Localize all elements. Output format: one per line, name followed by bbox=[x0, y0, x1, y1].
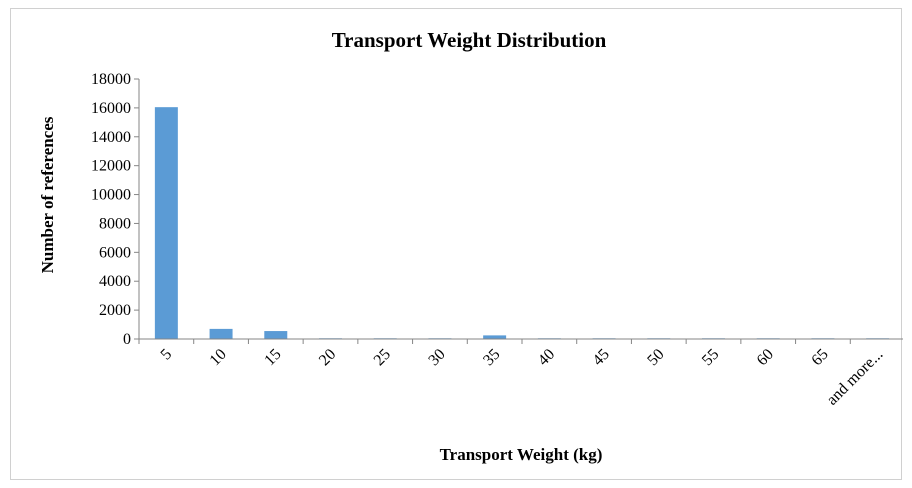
x-tick-label: 5 bbox=[158, 346, 176, 364]
x-tick-label: 45 bbox=[590, 346, 613, 369]
axes bbox=[138, 79, 905, 340]
chart-frame: Transport Weight Distribution Number of … bbox=[10, 8, 906, 480]
bar-chart: Transport Weight Distribution Number of … bbox=[38, 28, 906, 464]
y-axis-ticks: 0 2000 4000 6000 8000 10000 12000 14000 16000 180… bbox=[91, 71, 139, 348]
y-axis-title: Number of references bbox=[38, 116, 57, 273]
bar bbox=[264, 331, 288, 339]
x-tick-label: 10 bbox=[207, 346, 230, 369]
x-tick-label: and more... bbox=[824, 346, 887, 409]
y-tick-label: 8000 bbox=[99, 215, 131, 232]
x-tick-label: 15 bbox=[261, 346, 284, 369]
x-tick-label: 30 bbox=[425, 346, 448, 369]
x-tick-label: 65 bbox=[808, 346, 831, 369]
bar bbox=[209, 328, 233, 339]
y-tick-label: 16000 bbox=[91, 100, 131, 117]
y-tick-label: 12000 bbox=[91, 158, 131, 175]
x-axis-title: Transport Weight (kg) bbox=[440, 445, 603, 464]
y-tick-label: 14000 bbox=[91, 129, 131, 146]
bar bbox=[154, 107, 178, 340]
x-tick-label: 40 bbox=[535, 346, 558, 369]
x-tick-label: 55 bbox=[699, 346, 722, 369]
y-tick-label: 2000 bbox=[99, 302, 131, 319]
x-tick-label: 25 bbox=[371, 346, 394, 369]
y-tick-label: 18000 bbox=[91, 71, 131, 88]
y-tick-label: 10000 bbox=[91, 187, 131, 204]
bar bbox=[483, 335, 507, 339]
x-tick-label: 20 bbox=[316, 346, 339, 369]
y-tick-label: 6000 bbox=[99, 244, 131, 261]
x-tick-label: 50 bbox=[644, 346, 667, 369]
x-tick-label: 60 bbox=[754, 346, 777, 369]
y-tick-label: 4000 bbox=[99, 273, 131, 290]
bars bbox=[154, 107, 890, 340]
x-tick-label: 35 bbox=[480, 346, 503, 369]
chart-title: Transport Weight Distribution bbox=[332, 28, 607, 52]
y-tick-label: 0 bbox=[123, 331, 131, 348]
